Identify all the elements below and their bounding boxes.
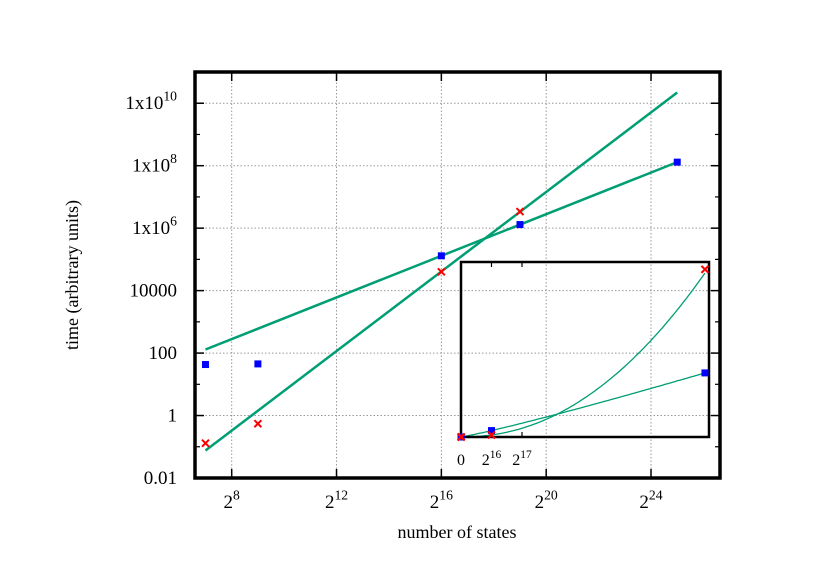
y-tick-label: 0.01	[144, 468, 177, 489]
data-point	[437, 252, 445, 260]
data-point	[516, 221, 524, 229]
inset-x-tick-label: 0	[457, 452, 465, 469]
data-point	[673, 158, 681, 166]
inset-data-point	[701, 369, 709, 377]
x-tick-label: 212	[325, 487, 348, 513]
inset-data-point	[487, 427, 495, 435]
x-tick-label: 224	[639, 487, 662, 513]
x-tick-label: 220	[535, 487, 558, 513]
data-point	[437, 267, 446, 277]
data-point	[253, 419, 263, 428]
inset-data-point	[700, 265, 710, 274]
x-axis-label: number of states	[398, 522, 517, 542]
inset-data-point	[487, 430, 496, 440]
inset-plot: 0 216 217	[456, 260, 711, 469]
y-tick-label: 1	[168, 406, 178, 427]
y-tick-label: 1x106	[132, 214, 177, 240]
inset-x-tick-label: 217	[512, 449, 532, 469]
y-axis-label: time (arbitrary units)	[62, 200, 83, 350]
y-tick-label: 1x1010	[125, 89, 177, 115]
plot-frame	[193, 70, 722, 480]
y-tick-label: 10000	[130, 281, 178, 302]
inset-data-point	[457, 432, 466, 442]
ticks: 28 212 216 220 224 0.01 1 100 10000 1x106 1x108 1x1…	[125, 72, 720, 513]
x-tick-label: 216	[430, 487, 453, 513]
inset-fit-curve	[461, 272, 706, 438]
inset-fit-curve	[460, 372, 706, 438]
inset-frame	[459, 260, 711, 439]
data-point	[254, 360, 262, 368]
data-point	[515, 207, 525, 216]
grid	[195, 72, 720, 478]
data-point	[201, 361, 209, 369]
x-tick-label: 28	[224, 487, 241, 513]
data-points	[201, 158, 681, 448]
y-tick-label: 1x108	[132, 151, 177, 177]
data-point	[201, 439, 210, 448]
inset-x-tick-label: 216	[482, 449, 502, 469]
y-tick-label: 100	[149, 343, 178, 364]
